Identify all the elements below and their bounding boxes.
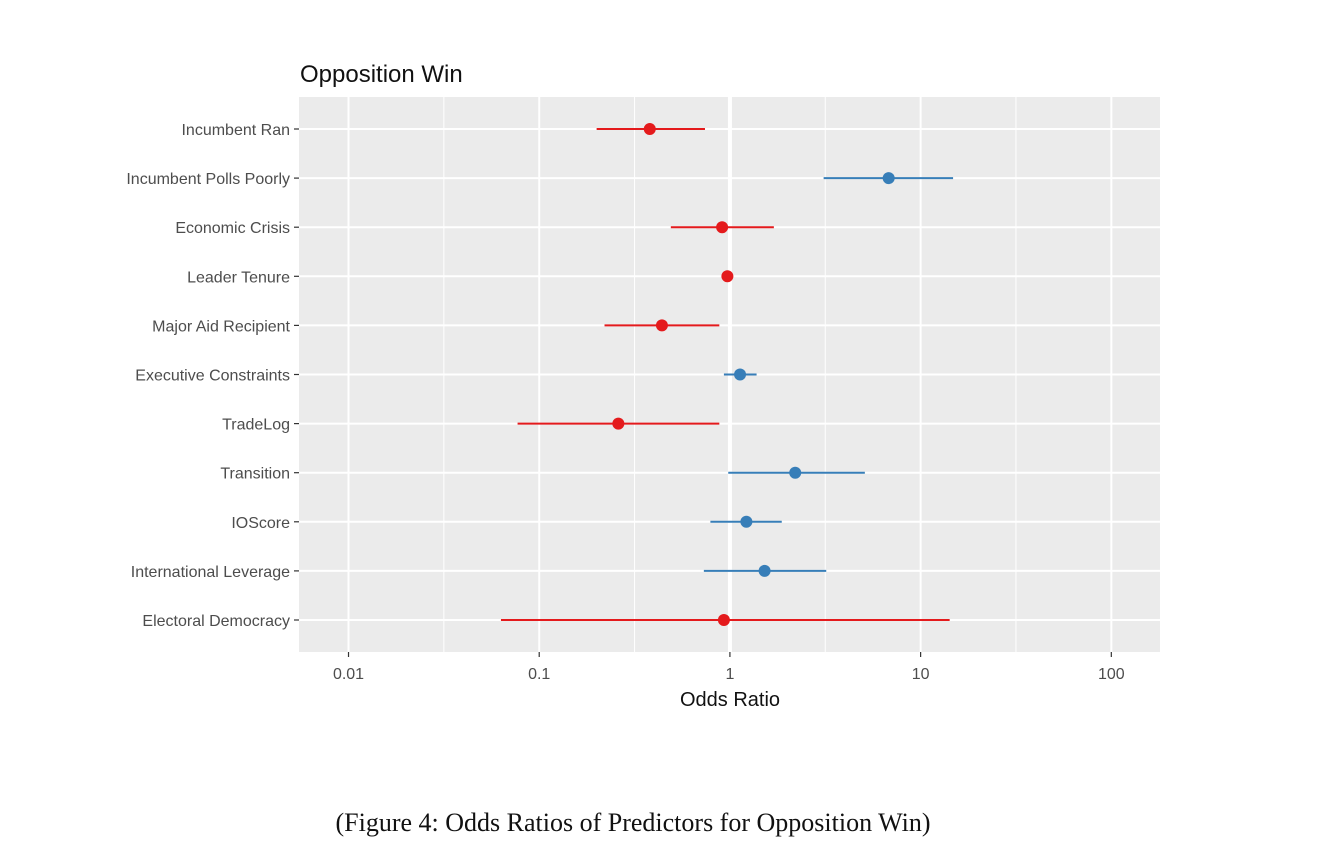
y-tick-label: Economic Crisis [175, 220, 290, 237]
odds-ratio-point [612, 417, 625, 430]
y-tick-label: IOScore [231, 515, 290, 532]
y-axis: Incumbent Ran Incumbent Polls Poorly Econo… [126, 122, 299, 630]
odds-ratio-point [789, 466, 802, 479]
x-axis-title: Odds Ratio [680, 689, 780, 711]
odds-ratio-point [655, 319, 668, 332]
odds-ratio-point [716, 221, 729, 234]
predictor-series [500, 123, 954, 626]
x-tick-label: 0.1 [528, 666, 550, 683]
odds-ratio-point [643, 123, 656, 135]
y-tick-label: Electoral Democracy [142, 613, 290, 630]
y-tick-label: Executive Constraints [135, 368, 290, 385]
x-tick-label: 1 [725, 666, 734, 683]
chart-title: Opposition Win [300, 61, 463, 88]
y-tick-label: Major Aid Recipient [152, 318, 290, 335]
y-tick-label: International Leverage [131, 564, 290, 581]
x-tick-label: 10 [912, 666, 930, 683]
y-tick-label: Incumbent Ran [181, 122, 290, 139]
odds-ratio-point [740, 515, 753, 528]
y-tick-label: TradeLog [222, 417, 290, 434]
odds-ratio-point [721, 270, 734, 283]
odds-ratio-point [758, 564, 771, 577]
odds-ratio-point [882, 172, 895, 185]
y-tick-label: Transition [220, 466, 290, 483]
x-tick-label: 0.01 [333, 666, 364, 683]
odds-ratio-point [717, 614, 730, 626]
y-tick-label: Incumbent Polls Poorly [126, 171, 290, 188]
figure-caption: (Figure 4: Odds Ratios of Predictors for… [335, 808, 931, 837]
x-axis: 0.01 0.1 1 10 100 [333, 652, 1125, 683]
odds-ratio-point [734, 368, 747, 381]
y-tick-label: Leader Tenure [187, 269, 290, 286]
x-tick-label: 100 [1098, 666, 1125, 683]
